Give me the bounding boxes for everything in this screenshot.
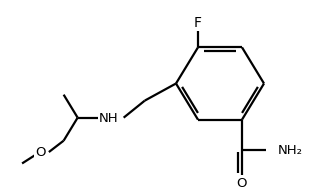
Text: NH: NH	[99, 112, 119, 125]
Text: O: O	[237, 177, 247, 189]
Text: F: F	[194, 16, 202, 30]
Text: NH₂: NH₂	[278, 143, 303, 156]
Text: O: O	[35, 146, 46, 159]
